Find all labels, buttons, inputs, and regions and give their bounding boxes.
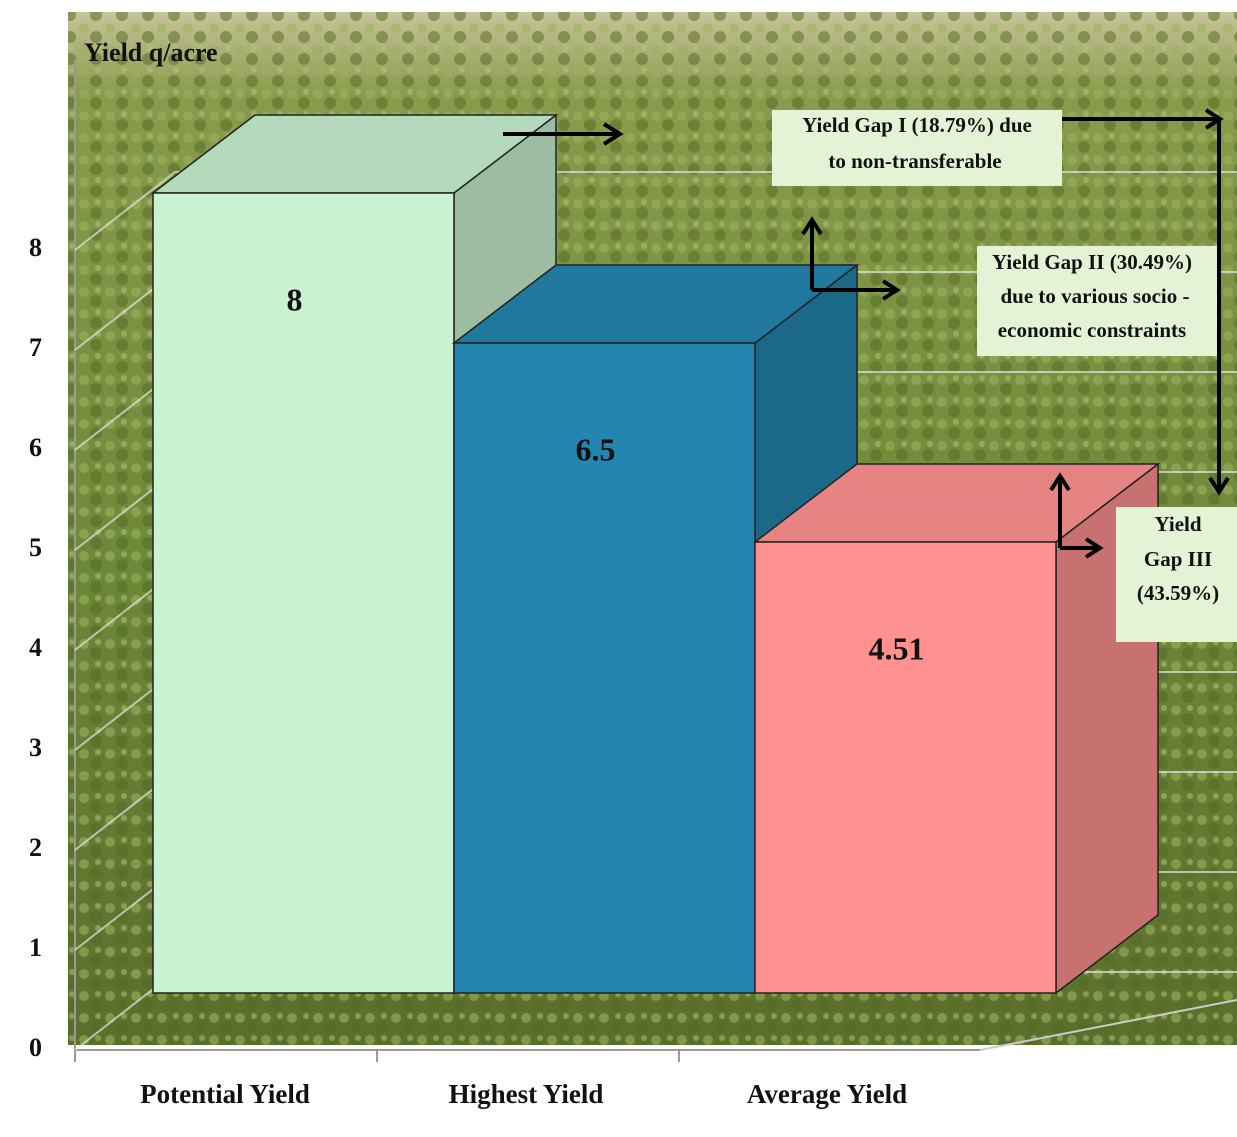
annotation-text: Yield Gap II (30.49%) (992, 250, 1192, 274)
annotation-box (772, 110, 1062, 186)
annotation-text: economic constraints (998, 318, 1186, 342)
value-label: 8 (286, 281, 302, 317)
bars: 8 6.5 4.51 (150, 113, 1161, 995)
y-tick-label: 1 (29, 933, 42, 962)
x-tick-label: Highest Yield (449, 1079, 604, 1109)
bar (453, 342, 756, 994)
y-tick-label: 6 (29, 433, 42, 462)
bar (754, 541, 1057, 994)
value-label: 4.51 (868, 630, 924, 666)
annotation-box (977, 246, 1217, 356)
value-label: 6.5 (575, 431, 615, 467)
annotation-text: Yield (1154, 512, 1201, 536)
y-tick-label: 8 (29, 233, 42, 262)
annotation-text: Yield Gap I (18.79%) due (802, 113, 1032, 137)
y-tick-label: 3 (29, 733, 42, 762)
arrows (503, 108, 1230, 559)
floor-edge (979, 999, 1237, 1051)
annotation-box (1116, 507, 1237, 642)
bar (152, 192, 455, 994)
y-tick-label: 2 (29, 833, 42, 862)
x-tick-label: Average Yield (747, 1079, 907, 1109)
x-tick-label: Potential Yield (140, 1079, 310, 1109)
y-tick-label: 4 (29, 633, 42, 662)
annotation-text: to non-transferable (828, 149, 1001, 173)
annotation-text: due to various socio - (1001, 284, 1190, 308)
annotation-text: Gap III (1144, 547, 1212, 571)
y-axis-title: Yield q/acre (84, 38, 218, 67)
annotations: Yield Gap I (18.79%) due to non-transfer… (503, 108, 1237, 642)
y-tick-label: 7 (29, 333, 42, 362)
y-tick-label: 5 (29, 533, 42, 562)
y-tick-label: 0 (29, 1033, 42, 1062)
annotation-text: (43.59%) (1137, 581, 1219, 605)
